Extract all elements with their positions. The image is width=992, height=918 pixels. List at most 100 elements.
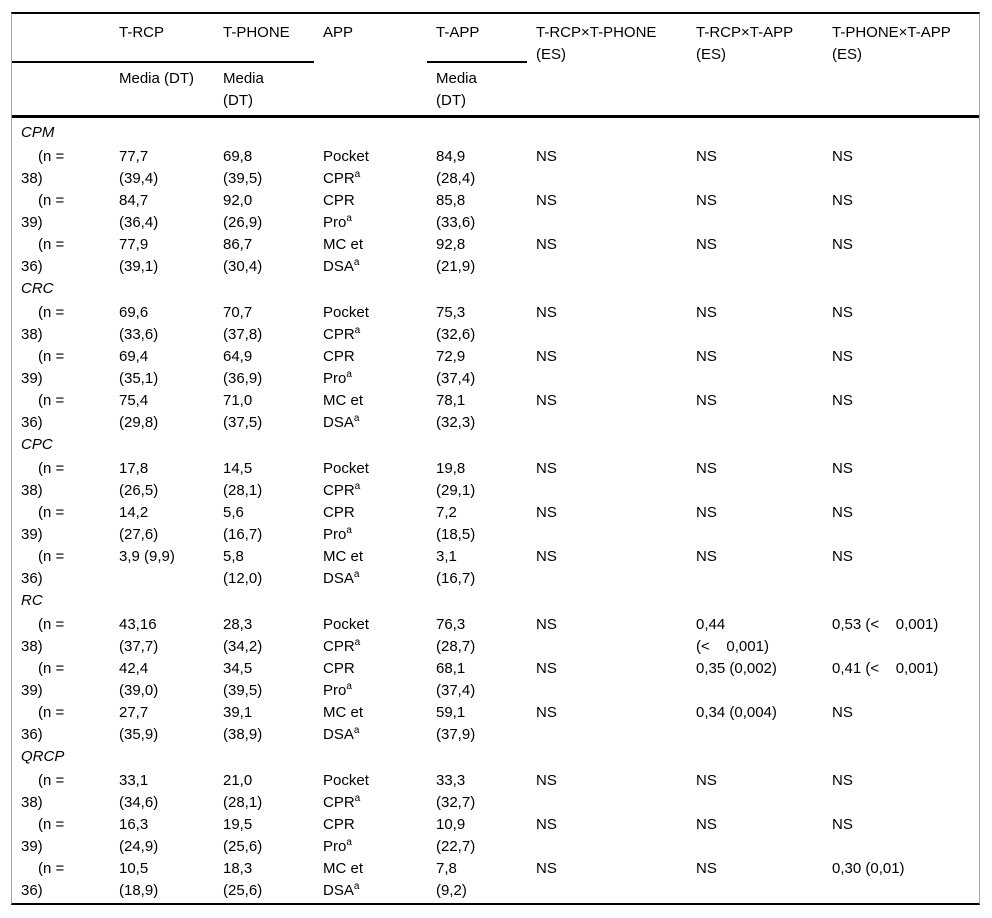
table-row: (n = 36) 77,9 (39,1) 86,7 (30,4) MC et DSAa 92,8… [12, 234, 979, 278]
cell-es_rcp_app: T-RCP×T-APP (ES) [696, 24, 794, 63]
cell-t_phone: 70,7 (37,8) [223, 304, 263, 343]
cell-es_rcp_app: NS [696, 816, 717, 833]
cell-t_phone: 86,7 (30,4) [223, 236, 263, 275]
cell-app: Pocket CPRa [323, 616, 369, 655]
cell-app: Pocket CPRa [323, 460, 369, 499]
cell-es_phone_app: NS [832, 772, 853, 789]
cell-es_phone_app: NS [832, 304, 853, 321]
cell-es_rcp_app: 0,44 (< 0,001) [696, 616, 769, 655]
cell-t_phone: Media (DT) [223, 70, 264, 109]
cell-es_rcp_app: NS [696, 504, 717, 521]
cell-t_app: 3,1 (16,7) [436, 548, 476, 587]
cell-t_rcp: 14,2 (27,6) [119, 504, 159, 543]
cell-es_rcp_app: NS [696, 304, 717, 321]
cell-t_rcp: 43,16 (37,7) [119, 616, 159, 655]
cell-row: (n = 39) [21, 192, 65, 231]
cell-t_app: 33,3 (32,7) [436, 772, 476, 811]
cell-row: (n = 39) [21, 504, 65, 543]
cell-es_phone_app: NS [832, 504, 853, 521]
table-row: (n = 39) 69,4 (35,1) 64,9 (36,9) CPR Proa 72,9 (3… [12, 346, 979, 390]
cell-t_phone: 19,5 (25,6) [223, 816, 263, 855]
footnote-marker: a [353, 881, 360, 892]
cell-t_rcp: 84,7 (36,4) [119, 192, 159, 231]
cell-t_app: 84,9 (28,4) [436, 148, 476, 187]
cell-es_rcp_phone: NS [536, 504, 557, 521]
table-row: (n = 36) 75,4 (29,8) 71,0 (37,5) MC et DSAa 78,1… [12, 390, 979, 434]
cell-t_rcp: 33,1 (34,6) [119, 772, 159, 811]
footnote-marker: a [353, 413, 360, 424]
cell-es_rcp_phone: NS [536, 148, 557, 165]
cell-app: MC et DSAa [323, 860, 364, 899]
footnote-marker: a [346, 681, 352, 692]
table-row: (n = 38) 69,6 (33,6) 70,7 (37,8) Pocket CPRa 75,… [12, 302, 979, 346]
cell-es_rcp_app: NS [696, 348, 717, 365]
footnote-marker: a [354, 169, 361, 180]
cell-t_phone: 5,6 (16,7) [223, 504, 263, 543]
table-row: (n = 39) 42,4 (39,0) 34,5 (39,5) CPR Proa 68,1 (3… [12, 658, 979, 702]
cell-t_app: 75,3 (32,6) [436, 304, 476, 343]
cell-t_rcp: 75,4 (29,8) [119, 392, 159, 431]
table-row: (n = 36) 27,7 (35,9) 39,1 (38,9) MC et DSAa 59,1… [12, 702, 979, 746]
cell-app: Pocket CPRa [323, 304, 369, 343]
cell-t_rcp: 16,3 (24,9) [119, 816, 159, 855]
cell-es_rcp_app: 0,35 (0,002) [696, 660, 777, 677]
cell-t_phone: 34,5 (39,5) [223, 660, 263, 699]
cell-es_phone_app: NS [832, 548, 853, 565]
section-label-rc: RC [21, 592, 43, 609]
header-subrule-left [12, 61, 314, 63]
cell-t_rcp: 27,7 (35,9) [119, 704, 159, 743]
cell-row: (n = 38) [21, 772, 65, 811]
cell-es_rcp_app: NS [696, 236, 717, 253]
cell-es_rcp_phone: NS [536, 392, 557, 409]
cell-t_phone: 21,0 (28,1) [223, 772, 263, 811]
cell-es_rcp_phone: NS [536, 236, 557, 253]
cell-es_rcp_app: NS [696, 460, 717, 477]
cell-t_rcp: 77,9 (39,1) [119, 236, 159, 275]
cell-app: MC et DSAa [323, 236, 364, 275]
footnote-marker: a [354, 637, 361, 648]
cell-t_app: T-APP [436, 24, 480, 41]
cell-es_phone_app: NS [832, 704, 853, 721]
cell-app: MC et DSAa [323, 392, 364, 431]
cell-app: MC et DSAa [323, 704, 364, 743]
footnote-marker: a [346, 369, 352, 380]
cell-es_rcp_app: NS [696, 392, 717, 409]
cell-app: CPR Proa [323, 192, 355, 231]
cell-es_rcp_phone: NS [536, 348, 557, 365]
cell-t_phone: 5,8 (12,0) [223, 548, 263, 587]
table-row: (n = 39) 84,7 (36,4) 92,0 (26,9) CPR Proa 85,8 (3… [12, 190, 979, 234]
footnote-marker: a [346, 213, 352, 224]
table-row: (n = 36) 10,5 (18,9) 18,3 (25,6) MC et DSAa 7,8(… [12, 858, 979, 902]
cell-t_rcp: 69,4 (35,1) [119, 348, 159, 387]
footnote-marker: a [353, 257, 360, 268]
cell-t_app: 76,3 (28,7) [436, 616, 476, 655]
cell-t_phone: 39,1 (38,9) [223, 704, 263, 743]
cell-app: Pocket CPRa [323, 772, 369, 811]
results-table: T-RCP T-PHONE APP T-APP T-RCP×T-PHONE (ES) T-R… [11, 12, 980, 905]
cell-t_rcp: 42,4 (39,0) [119, 660, 159, 699]
cell-row: (n = 39) [21, 348, 65, 387]
table-row: (n = 38) 77,7 (39,4) 69,8 (39,5) Pocket CPRa 84,… [12, 146, 979, 190]
cell-es_phone_app: 0,30 (0,01) [832, 860, 905, 877]
cell-es_rcp_phone: NS [536, 816, 557, 833]
header-body-divider-rule [12, 115, 979, 118]
cell-es_phone_app: NS [832, 392, 853, 409]
cell-app: CPR Proa [323, 816, 355, 855]
cell-es_phone_app: NS [832, 192, 853, 209]
cell-t_rcp: T-RCP [119, 24, 164, 41]
cell-es_rcp_phone: NS [536, 548, 557, 565]
cell-row: (n = 36) [21, 860, 65, 899]
cell-t_app: 85,8 (33,6) [436, 192, 476, 231]
cell-es_rcp_phone: T-RCP×T-PHONE (ES) [536, 24, 657, 63]
cell-es_phone_app: T-PHONE×T-APP (ES) [832, 24, 951, 63]
footnote-marker: a [354, 325, 361, 336]
cell-t_app: 68,1 (37,4) [436, 660, 476, 699]
section-label-crc: CRC [21, 280, 54, 297]
footnote-marker: a [353, 725, 360, 736]
cell-t_rcp: Media (DT) [119, 70, 195, 87]
cell-row: (n = 36) [21, 548, 65, 587]
cell-es_rcp_app: NS [696, 548, 717, 565]
table-header-row-2: Media (DT) Media (DT) Media (DT) [12, 68, 979, 112]
footnote-marker: a [354, 481, 361, 492]
cell-app: CPR Proa [323, 504, 355, 543]
